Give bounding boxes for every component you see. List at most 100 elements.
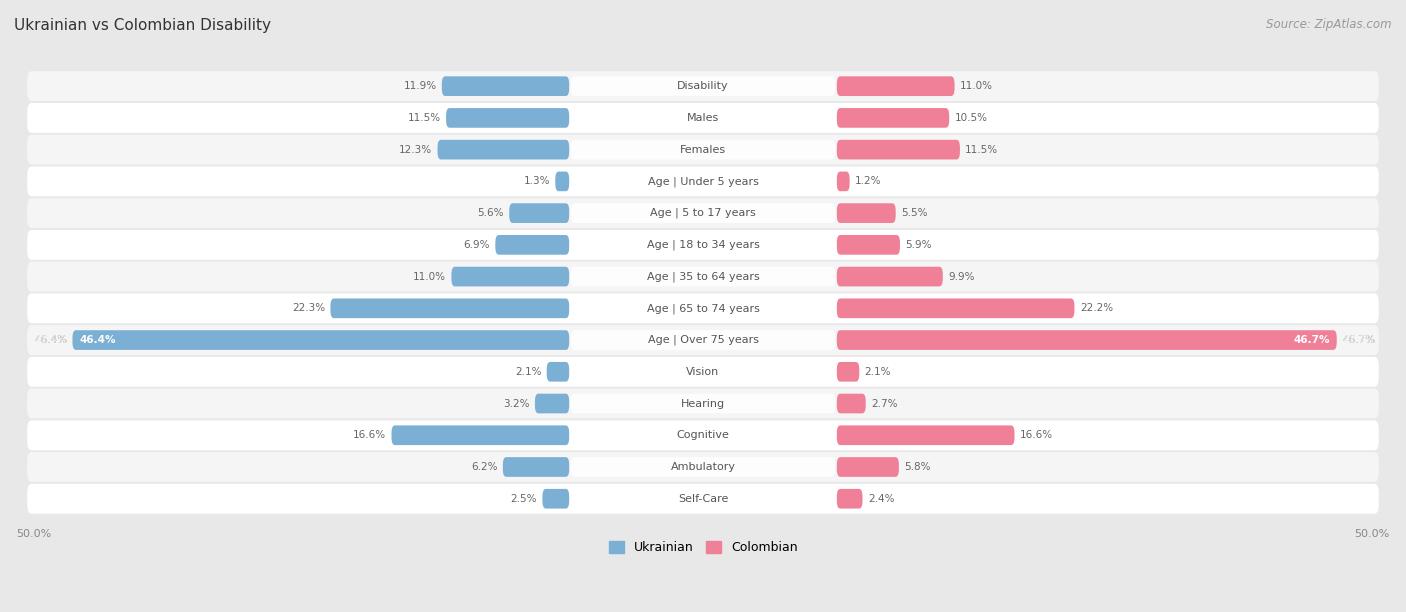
Text: 11.9%: 11.9% xyxy=(404,81,436,91)
Text: 5.6%: 5.6% xyxy=(478,208,503,218)
FancyBboxPatch shape xyxy=(837,171,849,191)
FancyBboxPatch shape xyxy=(27,325,1379,355)
Text: Age | 18 to 34 years: Age | 18 to 34 years xyxy=(647,240,759,250)
Text: Vision: Vision xyxy=(686,367,720,377)
FancyBboxPatch shape xyxy=(73,330,569,350)
FancyBboxPatch shape xyxy=(495,235,569,255)
FancyBboxPatch shape xyxy=(571,235,835,255)
Text: 16.6%: 16.6% xyxy=(1019,430,1053,440)
Text: 12.3%: 12.3% xyxy=(399,144,432,155)
FancyBboxPatch shape xyxy=(571,457,835,477)
Text: Disability: Disability xyxy=(678,81,728,91)
Text: 5.5%: 5.5% xyxy=(901,208,928,218)
Text: 11.0%: 11.0% xyxy=(413,272,446,282)
Text: 46.7%: 46.7% xyxy=(1294,335,1330,345)
FancyBboxPatch shape xyxy=(509,203,569,223)
FancyBboxPatch shape xyxy=(547,362,569,382)
Text: 2.1%: 2.1% xyxy=(515,367,541,377)
Text: 46.4%: 46.4% xyxy=(79,335,115,345)
FancyBboxPatch shape xyxy=(837,425,1015,445)
FancyBboxPatch shape xyxy=(330,299,569,318)
FancyBboxPatch shape xyxy=(27,198,1379,228)
Text: 11.5%: 11.5% xyxy=(966,144,998,155)
FancyBboxPatch shape xyxy=(27,135,1379,165)
FancyBboxPatch shape xyxy=(27,389,1379,419)
FancyBboxPatch shape xyxy=(571,425,835,445)
FancyBboxPatch shape xyxy=(571,330,835,350)
Text: 46.7%: 46.7% xyxy=(1343,335,1375,345)
Text: 9.9%: 9.9% xyxy=(948,272,974,282)
Text: 22.3%: 22.3% xyxy=(292,304,325,313)
FancyBboxPatch shape xyxy=(837,362,859,382)
FancyBboxPatch shape xyxy=(837,203,896,223)
FancyBboxPatch shape xyxy=(571,140,835,160)
Text: 10.5%: 10.5% xyxy=(955,113,987,123)
FancyBboxPatch shape xyxy=(571,171,835,191)
FancyBboxPatch shape xyxy=(571,76,835,96)
FancyBboxPatch shape xyxy=(27,420,1379,450)
Text: 1.2%: 1.2% xyxy=(855,176,882,187)
Text: Ambulatory: Ambulatory xyxy=(671,462,735,472)
FancyBboxPatch shape xyxy=(837,76,955,96)
Text: Age | 35 to 64 years: Age | 35 to 64 years xyxy=(647,271,759,282)
Text: 2.1%: 2.1% xyxy=(865,367,891,377)
FancyBboxPatch shape xyxy=(27,452,1379,482)
FancyBboxPatch shape xyxy=(27,357,1379,387)
FancyBboxPatch shape xyxy=(571,362,835,382)
FancyBboxPatch shape xyxy=(27,103,1379,133)
FancyBboxPatch shape xyxy=(27,166,1379,196)
Text: 46.4%: 46.4% xyxy=(34,335,67,345)
Text: 46.4%: 46.4% xyxy=(34,335,67,345)
FancyBboxPatch shape xyxy=(571,267,835,286)
Text: 11.5%: 11.5% xyxy=(408,113,440,123)
Text: 3.2%: 3.2% xyxy=(503,398,530,409)
Text: 11.0%: 11.0% xyxy=(960,81,993,91)
Text: 6.2%: 6.2% xyxy=(471,462,498,472)
FancyBboxPatch shape xyxy=(27,293,1379,323)
FancyBboxPatch shape xyxy=(571,299,835,318)
FancyBboxPatch shape xyxy=(571,394,835,413)
FancyBboxPatch shape xyxy=(543,489,569,509)
Text: Females: Females xyxy=(681,144,725,155)
Legend: Ukrainian, Colombian: Ukrainian, Colombian xyxy=(603,536,803,559)
FancyBboxPatch shape xyxy=(27,484,1379,513)
FancyBboxPatch shape xyxy=(837,267,943,286)
FancyBboxPatch shape xyxy=(837,235,900,255)
Text: Age | Under 5 years: Age | Under 5 years xyxy=(648,176,758,187)
FancyBboxPatch shape xyxy=(571,489,835,509)
Text: 1.3%: 1.3% xyxy=(523,176,550,187)
FancyBboxPatch shape xyxy=(571,203,835,223)
Text: 6.9%: 6.9% xyxy=(464,240,489,250)
Text: 2.5%: 2.5% xyxy=(510,494,537,504)
Text: 16.6%: 16.6% xyxy=(353,430,387,440)
FancyBboxPatch shape xyxy=(837,108,949,128)
FancyBboxPatch shape xyxy=(837,489,862,509)
Text: Cognitive: Cognitive xyxy=(676,430,730,440)
FancyBboxPatch shape xyxy=(391,425,569,445)
FancyBboxPatch shape xyxy=(571,108,835,128)
FancyBboxPatch shape xyxy=(837,299,1074,318)
FancyBboxPatch shape xyxy=(27,262,1379,291)
Text: Self-Care: Self-Care xyxy=(678,494,728,504)
FancyBboxPatch shape xyxy=(27,230,1379,259)
FancyBboxPatch shape xyxy=(437,140,569,160)
Text: 5.8%: 5.8% xyxy=(904,462,931,472)
Text: 22.2%: 22.2% xyxy=(1080,304,1114,313)
FancyBboxPatch shape xyxy=(837,330,1337,350)
FancyBboxPatch shape xyxy=(837,394,866,413)
Text: 2.4%: 2.4% xyxy=(868,494,894,504)
Text: Ukrainian vs Colombian Disability: Ukrainian vs Colombian Disability xyxy=(14,18,271,34)
Text: Males: Males xyxy=(688,113,718,123)
FancyBboxPatch shape xyxy=(441,76,569,96)
FancyBboxPatch shape xyxy=(451,267,569,286)
Text: Source: ZipAtlas.com: Source: ZipAtlas.com xyxy=(1267,18,1392,31)
Text: Age | Over 75 years: Age | Over 75 years xyxy=(648,335,758,345)
FancyBboxPatch shape xyxy=(27,71,1379,101)
Text: Age | 65 to 74 years: Age | 65 to 74 years xyxy=(647,303,759,313)
Text: 5.9%: 5.9% xyxy=(905,240,932,250)
Text: Hearing: Hearing xyxy=(681,398,725,409)
FancyBboxPatch shape xyxy=(837,140,960,160)
FancyBboxPatch shape xyxy=(837,457,898,477)
FancyBboxPatch shape xyxy=(446,108,569,128)
Text: 46.7%: 46.7% xyxy=(1343,335,1375,345)
